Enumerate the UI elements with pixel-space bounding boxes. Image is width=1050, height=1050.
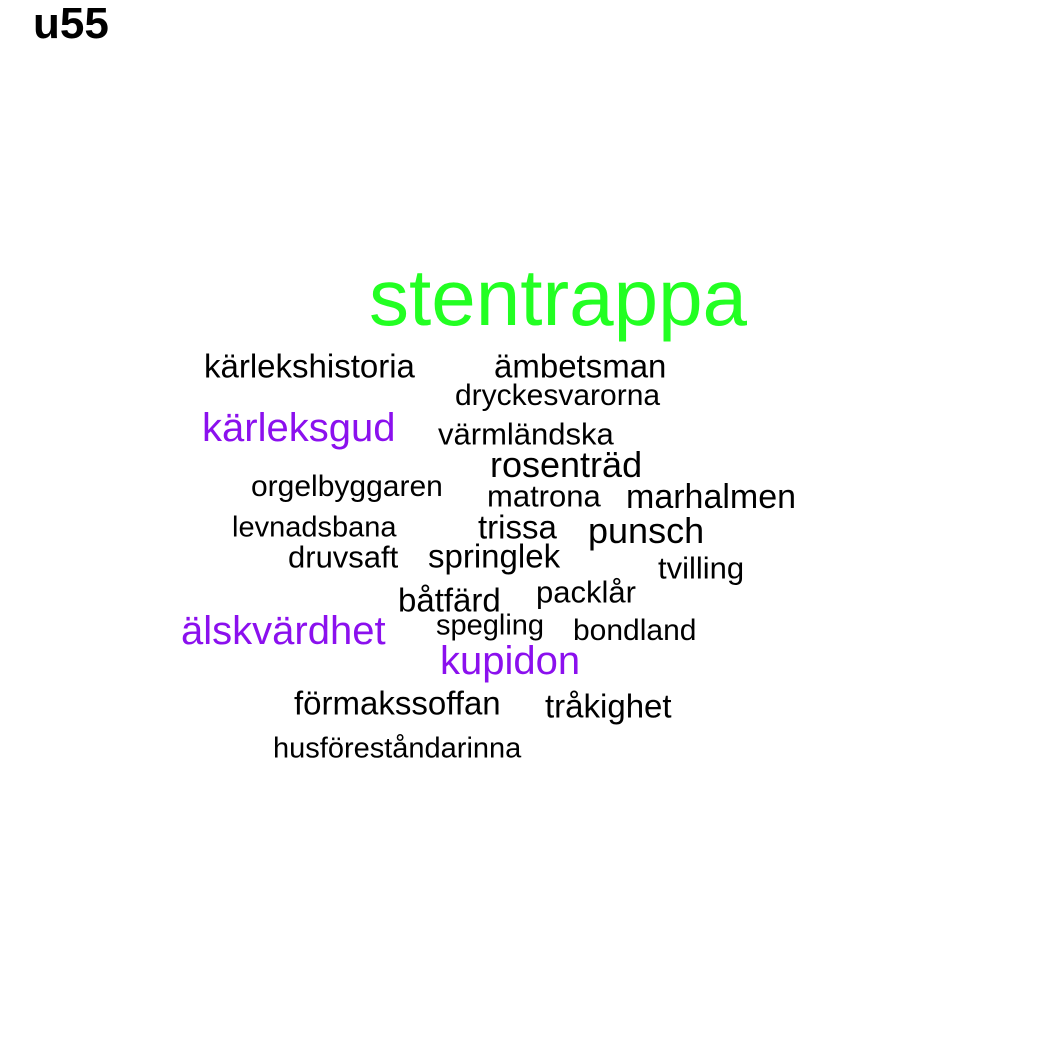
cloud-word: båtfärd — [398, 581, 501, 619]
cloud-word: packlår — [536, 574, 636, 610]
cloud-word: springlek — [428, 537, 561, 575]
cloud-word: förmakssoffan — [294, 684, 501, 722]
cloud-word: rosenträd — [490, 444, 643, 485]
cloud-word: kärleksgud — [202, 406, 396, 450]
cloud-word: punsch — [588, 510, 705, 551]
cloud-word: marhalmen — [626, 478, 797, 516]
page-title: u55 — [33, 0, 109, 48]
cloud-word: druvsaft — [288, 539, 399, 575]
cloud-word: bondland — [573, 614, 697, 647]
cloud-word: älskvärdhet — [181, 609, 386, 653]
cloud-word: trissa — [478, 508, 557, 546]
cloud-word: levnadsbana — [232, 511, 397, 544]
cloud-word: kupidon — [440, 639, 581, 683]
cloud-word: spegling — [436, 609, 545, 642]
cloud-word: matrona — [487, 478, 601, 514]
cloud-word: värmländska — [438, 416, 614, 452]
cloud-word: kärlekshistoria — [204, 347, 415, 385]
cloud-word: tvilling — [658, 550, 745, 586]
cloud-word: ämbetsman — [494, 347, 667, 385]
cloud-word: tråkighet — [545, 687, 672, 725]
cloud-word: stentrappa — [369, 253, 748, 342]
cloud-word: husföreståndarinna — [273, 732, 522, 765]
cloud-word: orgelbyggaren — [251, 470, 443, 503]
cloud-word: dryckesvarorna — [455, 379, 661, 412]
